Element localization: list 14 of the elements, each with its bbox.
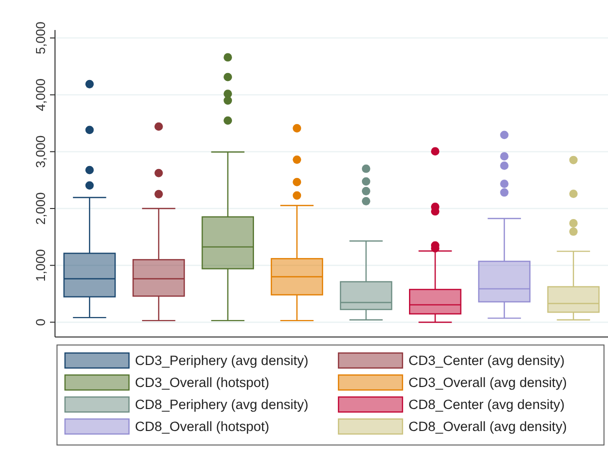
legend-label: CD3_Overall (hotspot) <box>135 375 270 390</box>
legend-label: CD8_Center (avg density) <box>408 397 565 412</box>
legend-label: CD3_Periphery (avg density) <box>135 353 308 368</box>
y-tick-label: 4,000 <box>33 78 48 112</box>
y-tick-label: 5,000 <box>33 22 48 54</box>
legend-label: CD8_Overall (hotspot) <box>135 419 270 434</box>
legend-label: CD8_Periphery (avg density) <box>135 397 308 412</box>
y-tick-label: 3,000 <box>33 135 48 168</box>
y-tick-label: 0 <box>33 318 48 326</box>
y-tick-label: 2,000 <box>33 192 48 225</box>
legend-label: CD3_Center (avg density) <box>408 353 565 368</box>
legend-label: CD8_Overall (avg density) <box>408 419 567 434</box>
legend-label: CD3_Overall (avg density) <box>408 375 567 390</box>
y-tick-label: 1,000 <box>33 249 48 282</box>
